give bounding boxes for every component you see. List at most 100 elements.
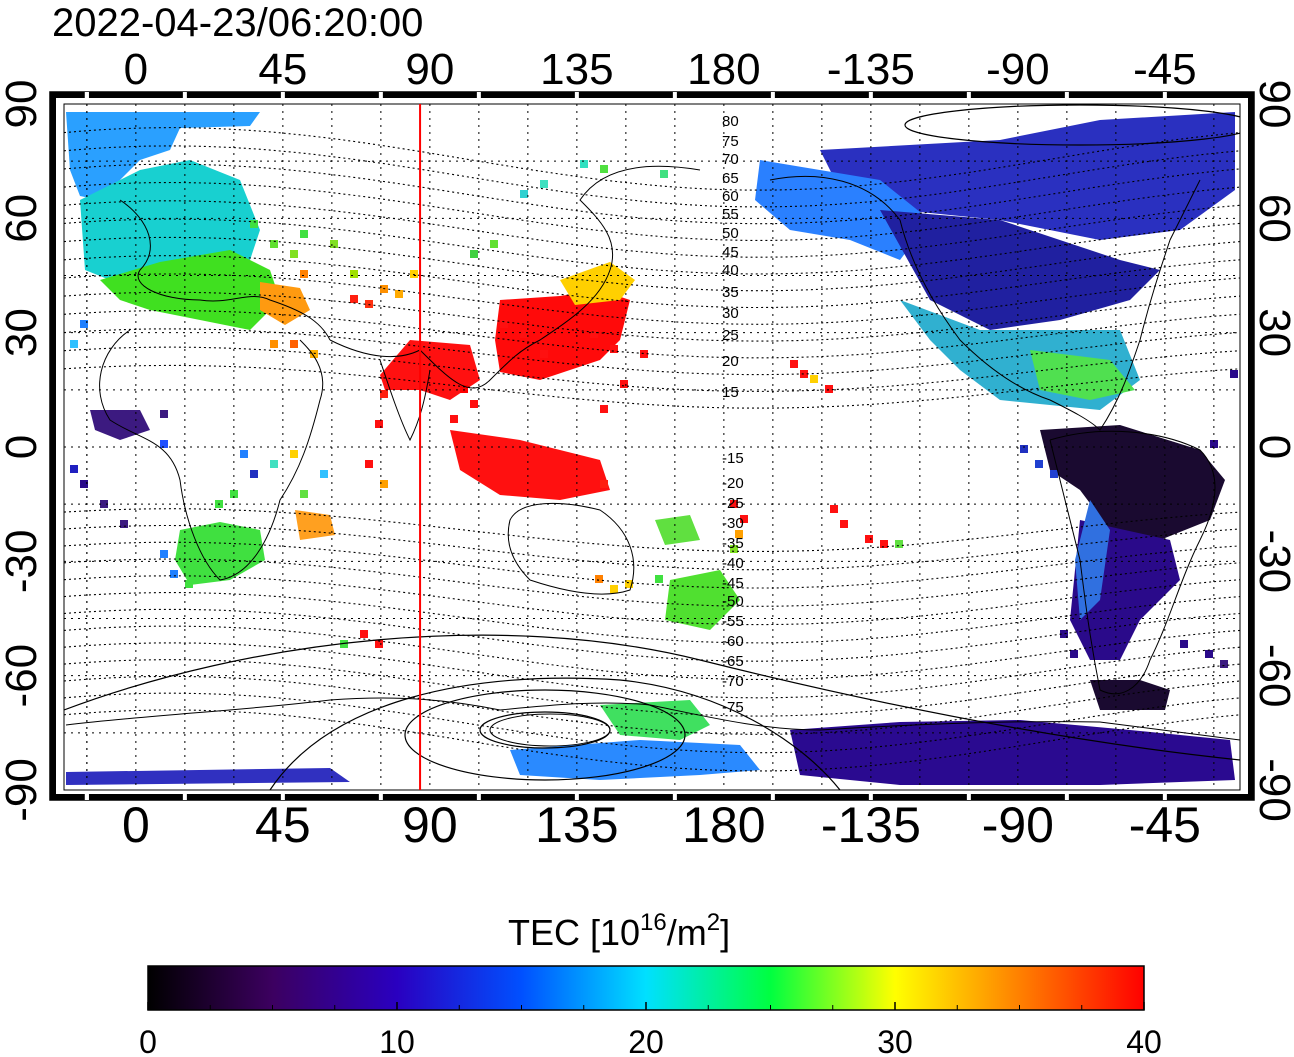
lon-tick-bottom: 180 [682,797,765,853]
mlat-contour [64,346,1240,392]
tec-sample-point [810,375,818,383]
tec-sample-point [80,480,88,488]
mlat-label: 20 [722,353,739,370]
tec-region-nz [665,570,740,630]
lat-tick-left: 60 [0,194,46,243]
mlat-label: 65 [722,170,739,187]
colorbar-tick-label: 20 [628,1024,664,1057]
lon-tick-top: 180 [687,45,760,94]
lon-tick-top: 90 [405,45,454,94]
tec-sample-point [1220,660,1228,668]
mlat-label: 30 [722,305,739,322]
band-gap [868,92,873,98]
tec-sample-point [1210,440,1218,448]
mlat-contour [64,709,1240,772]
band-gap [868,794,873,800]
tec-region-east-asia [495,290,630,380]
mlat-label: 75 [722,133,739,150]
lat-tick-right: -60 [1250,644,1294,708]
mlat-label: -40 [722,555,744,572]
lat-tick-left: -30 [0,530,46,594]
lon-tick-bottom: 45 [255,797,311,853]
mlat-label: -25 [722,495,744,512]
lon-tick-bottom: -90 [982,797,1054,853]
lon-tick-top: -135 [827,45,915,94]
mlat-contour [64,145,1240,208]
tec-sample-point [70,465,78,473]
north-oval [904,104,1240,146]
coast-australia [507,503,635,595]
tec-sample-point [470,400,478,408]
band-gap [476,92,481,98]
colorbar-title: TEC [1016/m2] [508,909,730,953]
tec-sample-point [800,370,808,378]
band-gap [182,794,187,800]
mlat-label: -65 [722,653,744,670]
tec-sample-point [620,380,628,388]
mlat-contour [64,218,1240,275]
tec-sample-point [1035,460,1043,468]
tec-sample-point [1020,445,1028,453]
tec-sample-point [375,420,383,428]
frame-band-right [1248,92,1254,800]
tec-region-na-west [755,160,930,260]
tec-sample-point [600,480,608,488]
tec-sample-point [470,250,478,258]
mlat-label: -45 [722,575,744,592]
lat-tick-right: -90 [1250,758,1294,822]
mlat-label: -75 [722,699,744,716]
tec-sample-point [1060,630,1068,638]
mlat-label: 25 [722,327,739,344]
band-gap [280,794,285,800]
coast-india [379,359,431,442]
mlat-label: -20 [722,475,744,492]
tec-sample-point [865,535,873,543]
tec-sample-point [340,640,348,648]
tec-region-europe [66,112,260,200]
tec-sample-point [100,500,108,508]
lon-tick-labels-top: 0 45 90 135 180 -135 -90 -45 [124,45,1197,94]
tec-region-europe-south [100,250,280,330]
tec-sample-point [520,470,528,478]
tec-sample-point [70,340,78,348]
mlat-contour [64,675,1240,735]
tec-sample-point [1205,650,1213,658]
tec-sample-point [1050,470,1058,478]
tec-region-sa-north [1040,425,1225,540]
mlat-label: -15 [722,450,744,467]
tec-sample-point [610,345,618,353]
tec-sample-point [300,270,308,278]
tec-region-caribbean [1030,350,1135,400]
mlat-contour [64,524,1240,571]
tec-sample-point [290,450,298,458]
band-gap [770,92,775,98]
mlat-label: 35 [722,284,739,301]
colorbar-ticks: 0 10 20 30 40 [139,1002,1162,1057]
band-gap [770,794,775,800]
tec-sample-point [240,450,248,458]
mlat-contour [64,127,1240,191]
mlat-contour [64,273,1240,325]
tec-sample-point [460,385,468,393]
tec-region-africa-west [90,410,150,440]
lat-tick-labels-right: 90 60 30 0 -30 -60 -90 [1250,80,1294,822]
mlat-contour [64,642,1240,699]
lon-tick-top: 135 [540,45,613,94]
tec-sample-point [1230,370,1238,378]
band-gap [574,92,579,98]
tec-sample-point [350,270,358,278]
tec-sample-point [160,550,168,558]
coast-europe [119,199,331,341]
mlat-label: 40 [722,262,739,279]
tec-sample-point [520,190,528,198]
lat-tick-labels-left: 90 60 30 0 -30 -60 -90 [0,80,46,822]
band-gap [966,794,971,800]
mlat-label: 70 [722,151,739,168]
tec-sample-point [825,385,833,393]
band-gap [574,794,579,800]
mlat-contour [64,181,1240,241]
tec-sample-point [735,530,743,538]
tec-sample-point [580,475,588,483]
tec-sample-point [350,295,358,303]
mlat-contour [64,659,1240,717]
